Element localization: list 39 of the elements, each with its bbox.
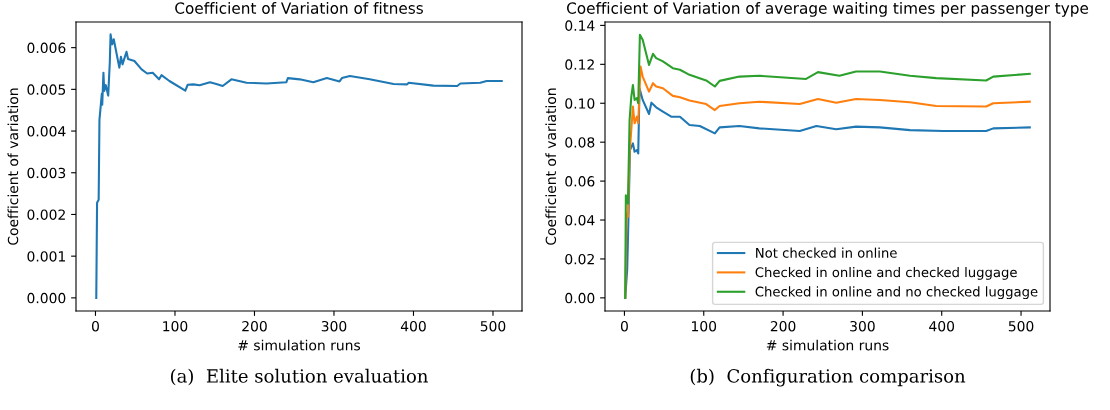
x-tick-label: 400	[929, 320, 955, 332]
y-tick-label: 0.08	[565, 137, 595, 148]
x-tick-label: 300	[321, 320, 347, 332]
y-axis-title: Coefficient of variation	[545, 88, 557, 245]
y-axis-title: Coefficient of variation	[7, 88, 19, 245]
y-tick-label: 0.006	[27, 42, 66, 54]
chart-title: Coefficient of Variation of average waiting times per passenger type	[566, 2, 1089, 17]
legend-label: Checked in online and checked luggage	[755, 266, 1017, 280]
line-series	[95, 33, 503, 299]
y-tick-label: 0.14	[565, 20, 595, 31]
y-tick-label: 0.12	[565, 59, 594, 70]
legend-label: Not checked in online	[756, 247, 897, 258]
text: (b) Configuration comparison	[690, 368, 966, 387]
y-tick-label: 0.001	[27, 251, 65, 262]
x-axis-title: # simulation runs	[238, 339, 361, 351]
y-tick-label: 0.000	[27, 292, 66, 304]
y-tick-label: 0.002	[27, 209, 65, 220]
x-tick-label: 500	[480, 320, 506, 332]
x-tick-label: 0	[91, 320, 99, 332]
x-tick-label: 400	[400, 320, 426, 332]
y-tick-label: 0.10	[565, 98, 595, 109]
y-tick-label: 0.004	[27, 126, 66, 137]
y-tick-label: 0.02	[565, 253, 594, 265]
x-tick-label: 100	[163, 320, 188, 332]
y-tick-label: 0.04	[565, 214, 595, 226]
x-tick-label: 300	[850, 320, 875, 332]
legend-label: Checked in online and no checked luggage	[755, 286, 1038, 300]
y-tick-label: 0.003	[27, 167, 66, 179]
x-tick-label: 200	[770, 320, 796, 332]
y-tick-label: 0.06	[565, 176, 595, 187]
text: (a) Elite solution evaluation	[170, 368, 428, 386]
x-tick-label: 500	[1008, 320, 1034, 332]
x-tick-label: 200	[242, 320, 267, 332]
chart-title: Coefficient of Variation of fitness	[175, 2, 423, 14]
x-axis-title: # simulation runs	[766, 339, 889, 351]
y-tick-label: 0.005	[27, 84, 66, 95]
x-tick-label: 0	[620, 320, 628, 332]
x-tick-label: 100	[692, 320, 717, 332]
y-tick-label: 0.00	[565, 292, 595, 304]
